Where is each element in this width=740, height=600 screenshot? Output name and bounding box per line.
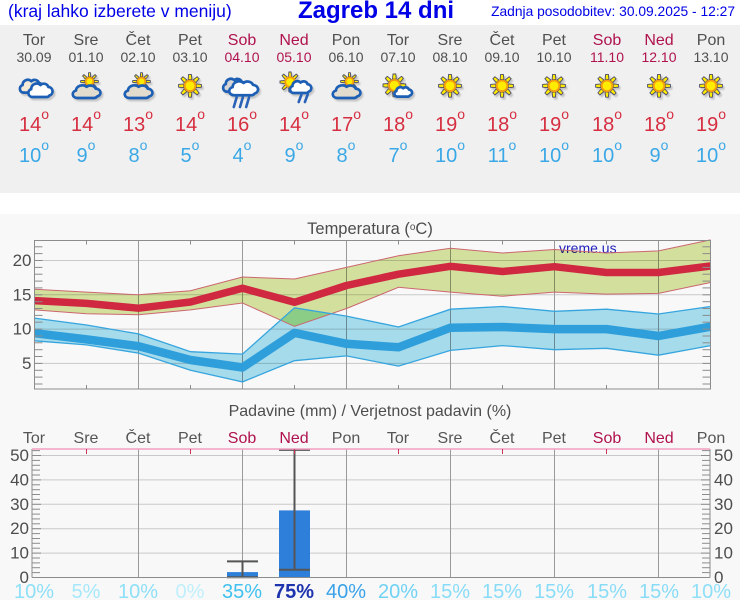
svg-text:30: 30 xyxy=(714,495,733,514)
svg-text:20: 20 xyxy=(10,519,29,538)
svg-text:15: 15 xyxy=(13,285,32,304)
svg-text:10: 10 xyxy=(10,544,29,563)
svg-text:20: 20 xyxy=(13,251,32,270)
svg-text:50: 50 xyxy=(10,446,29,465)
svg-text:50: 50 xyxy=(714,446,733,465)
svg-text:10: 10 xyxy=(714,544,733,563)
svg-text:0: 0 xyxy=(20,568,29,587)
svg-text:0: 0 xyxy=(714,568,723,587)
svg-text:5: 5 xyxy=(22,354,31,373)
svg-text:20: 20 xyxy=(714,519,733,538)
svg-text:10: 10 xyxy=(13,320,32,339)
svg-text:40: 40 xyxy=(10,470,29,489)
svg-text:40: 40 xyxy=(714,470,733,489)
svg-text:30: 30 xyxy=(10,495,29,514)
